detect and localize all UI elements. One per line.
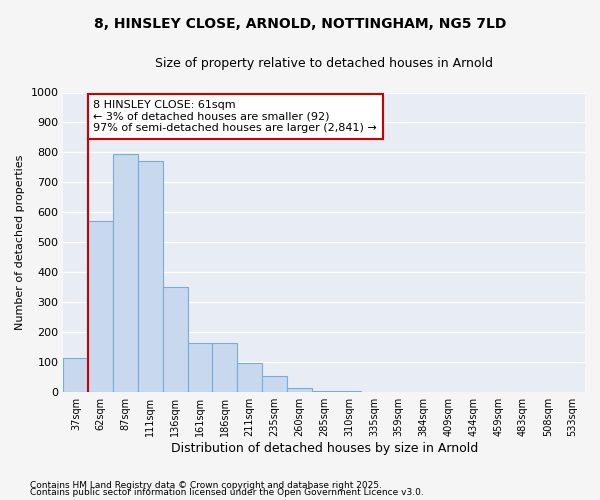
Text: 8, HINSLEY CLOSE, ARNOLD, NOTTINGHAM, NG5 7LD: 8, HINSLEY CLOSE, ARNOLD, NOTTINGHAM, NG…: [94, 18, 506, 32]
Bar: [113, 154, 138, 392]
Bar: [287, 388, 312, 392]
Bar: [188, 343, 212, 392]
Title: Size of property relative to detached houses in Arnold: Size of property relative to detached ho…: [155, 58, 493, 70]
Text: Contains HM Land Registry data © Crown copyright and database right 2025.: Contains HM Land Registry data © Crown c…: [30, 480, 382, 490]
Bar: [312, 390, 337, 392]
Bar: [262, 376, 287, 392]
Bar: [237, 363, 262, 392]
X-axis label: Distribution of detached houses by size in Arnold: Distribution of detached houses by size …: [170, 442, 478, 455]
Y-axis label: Number of detached properties: Number of detached properties: [15, 154, 25, 330]
Bar: [88, 222, 113, 392]
Text: 8 HINSLEY CLOSE: 61sqm
← 3% of detached houses are smaller (92)
97% of semi-deta: 8 HINSLEY CLOSE: 61sqm ← 3% of detached …: [93, 100, 377, 133]
Text: Contains public sector information licensed under the Open Government Licence v3: Contains public sector information licen…: [30, 488, 424, 497]
Bar: [337, 390, 361, 392]
Bar: [163, 288, 188, 392]
Bar: [64, 358, 88, 392]
Bar: [212, 343, 237, 392]
Bar: [138, 162, 163, 392]
